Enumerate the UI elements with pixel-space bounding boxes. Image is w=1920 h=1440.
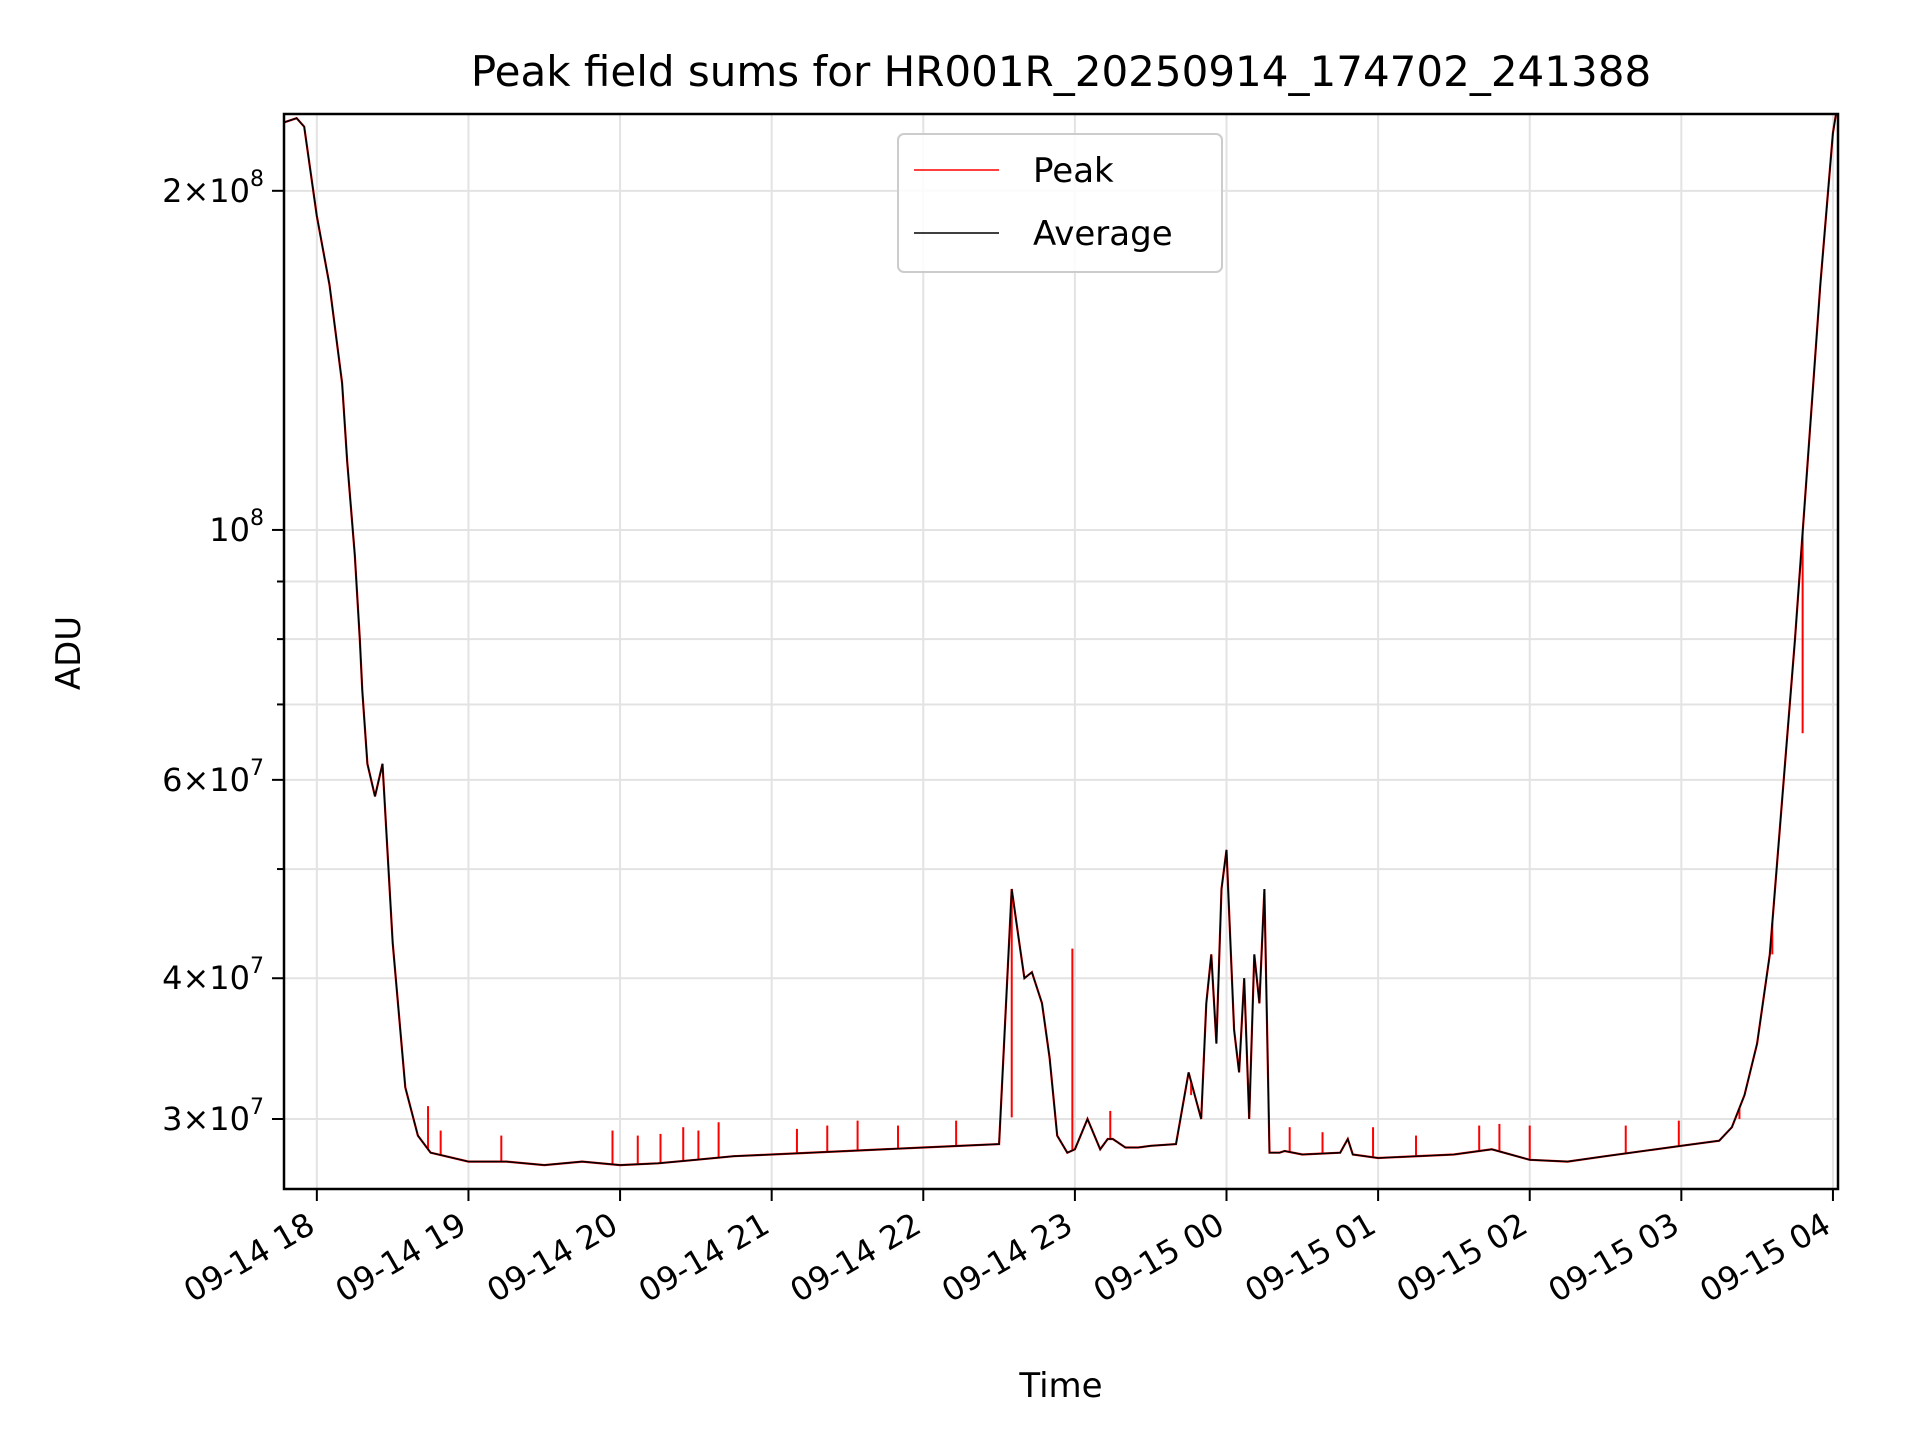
legend-peak-label: Peak	[1033, 151, 1114, 191]
grid	[284, 114, 1838, 1189]
y-tick-label: 2×108	[162, 167, 264, 210]
x-axis-label: Time	[1018, 1366, 1102, 1406]
y-tick-label: 3×107	[162, 1095, 264, 1138]
legend-average-label: Average	[1033, 214, 1173, 254]
average-series-line	[284, 114, 1837, 1166]
plot-frame	[282, 112, 1840, 1191]
y-axis-label: ADU	[49, 616, 89, 690]
chart-title: Peak field sums for HR001R_20250914_1747…	[471, 47, 1651, 96]
y-axis-ticks: 3×107 4×107 6×107 108 2×108	[162, 167, 284, 1138]
legend-box	[897, 133, 1223, 273]
y-tick-label: 4×107	[162, 954, 264, 997]
legend: Peak Average	[897, 133, 1223, 273]
y-tick-label: 108	[209, 506, 264, 549]
y-tick-label: 6×107	[162, 756, 264, 799]
plot-series	[284, 114, 1838, 1167]
